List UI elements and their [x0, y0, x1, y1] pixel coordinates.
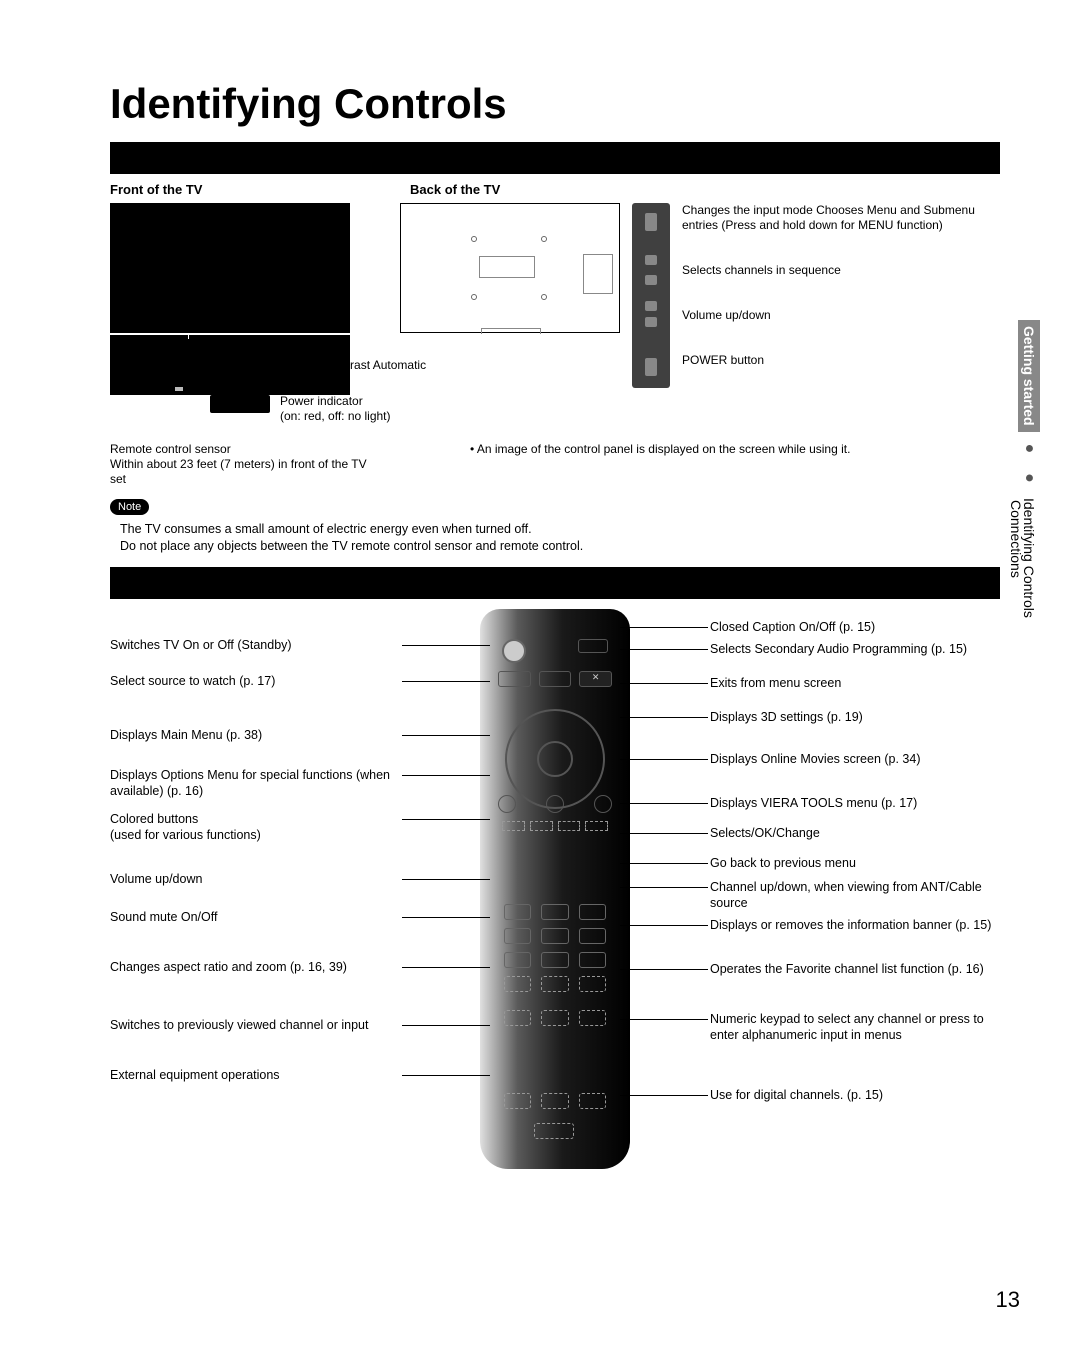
back-label-select-channels: Selects channels in sequence — [682, 263, 1000, 278]
remote-callout-left-8: Switches to previously viewed channel or… — [110, 1017, 400, 1033]
remote-callout-left-5: Volume up/down — [110, 871, 400, 887]
remote-callout-right-1: Selects Secondary Audio Programming (p. … — [710, 641, 1000, 657]
remote-sensor-desc: Within about 23 feet (7 meters) in front… — [110, 457, 370, 487]
remote-sensor-title: Remote control sensor — [110, 442, 370, 457]
side-tab-section: Getting started — [1018, 320, 1040, 432]
back-label-power: POWER button — [682, 353, 1000, 368]
section-bar-1 — [110, 142, 1000, 174]
side-tab-topic-2: Connections — [1008, 500, 1024, 578]
remote-callout-right-12: Use for digital channels. (p. 15) — [710, 1087, 1000, 1103]
back-tv-illustration — [400, 203, 620, 333]
power-indicator-title: Power indicator — [280, 394, 430, 409]
section-bar-2 — [110, 567, 1000, 599]
side-tab: Getting started ● ● Identifying Controls — [1018, 320, 1040, 630]
remote-callout-left-4: Colored buttons (used for various functi… — [110, 811, 400, 844]
note-line-1: The TV consumes a small amount of electr… — [120, 521, 1000, 538]
remote-callout-right-5: Displays VIERA TOOLS menu (p. 17) — [710, 795, 1000, 811]
remote-callout-right-11: Numeric keypad to select any channel or … — [710, 1011, 1000, 1044]
remote-callout-left-6: Sound mute On/Off — [110, 909, 400, 925]
remote-control-illustration: ✕ — [480, 609, 630, 1169]
remote-callout-left-0: Switches TV On or Off (Standby) — [110, 637, 400, 653]
remote-callout-left-1: Select source to watch (p. 17) — [110, 673, 400, 689]
back-of-tv-label: Back of the TV — [410, 182, 1000, 197]
note-line-2: Do not place any objects between the TV … — [120, 538, 1000, 555]
remote-callout-left-2: Displays Main Menu (p. 38) — [110, 727, 400, 743]
front-tv-illustration — [110, 203, 370, 413]
remote-callout-left-3: Displays Options Menu for special functi… — [110, 767, 400, 800]
tv-side-button-panel — [632, 203, 670, 388]
remote-callout-right-0: Closed Caption On/Off (p. 15) — [710, 619, 1000, 635]
back-label-input-mode: Changes the input mode Chooses Menu and … — [682, 203, 1000, 233]
control-panel-note: • An image of the control panel is displ… — [410, 442, 1000, 487]
remote-callout-right-7: Go back to previous menu — [710, 855, 1000, 871]
remote-callout-right-10: Operates the Favorite channel list funct… — [710, 961, 1000, 977]
remote-callout-right-6: Selects/OK/Change — [710, 825, 1000, 841]
note-label: Note — [110, 499, 149, 515]
page-number: 13 — [996, 1287, 1020, 1313]
remote-callout-right-9: Displays or removes the information bann… — [710, 917, 1000, 933]
remote-callout-right-8: Channel up/down, when viewing from ANT/C… — [710, 879, 1000, 912]
remote-callout-left-7: Changes aspect ratio and zoom (p. 16, 39… — [110, 959, 400, 975]
remote-callout-right-2: Exits from menu screen — [710, 675, 1000, 691]
back-label-volume: Volume up/down — [682, 308, 1000, 323]
page-title: Identifying Controls — [110, 80, 1000, 128]
power-indicator-desc: (on: red, off: no light) — [280, 409, 430, 424]
front-of-tv-label: Front of the TV — [110, 182, 380, 197]
remote-callout-right-3: Displays 3D settings (p. 19) — [710, 709, 1000, 725]
remote-callout-left-9: External equipment operations — [110, 1067, 400, 1083]
remote-callout-right-4: Displays Online Movies screen (p. 34) — [710, 751, 1000, 767]
